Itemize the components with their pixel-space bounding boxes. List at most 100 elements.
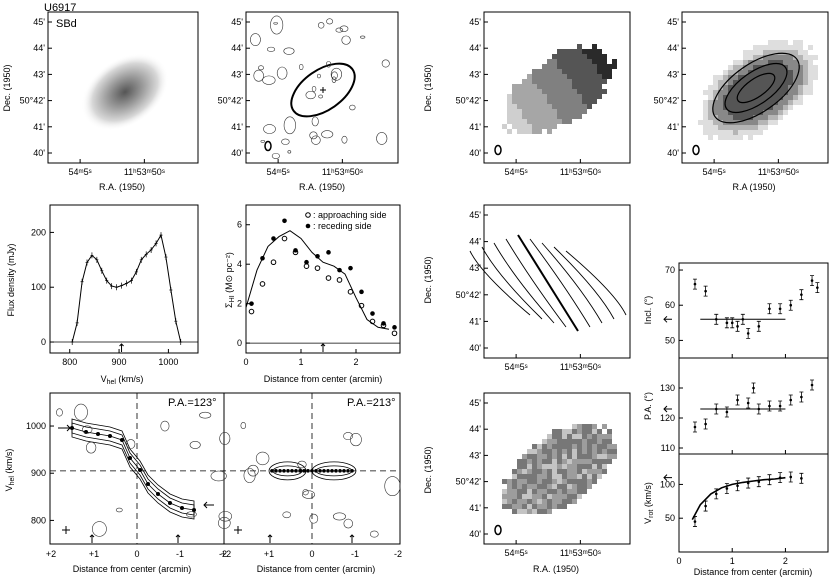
map-pixel — [552, 104, 557, 109]
noise-contour — [381, 59, 390, 68]
map-pixel — [733, 65, 738, 70]
map-pixel — [587, 424, 592, 429]
map-pixel — [808, 70, 813, 75]
map-pixel — [542, 454, 547, 459]
map-pixel — [572, 469, 577, 474]
map-pixel — [753, 125, 758, 130]
ra-ticks: 54ᵐ5ˢ 11ʰ53ᵐ50ˢ — [703, 159, 799, 177]
map-pixel — [733, 70, 738, 75]
map-pixel — [537, 454, 542, 459]
map-pixel — [763, 50, 768, 55]
map-pixel — [718, 120, 723, 125]
map-pixel — [592, 474, 597, 479]
y-tick-label: 100 — [31, 282, 46, 292]
map-pixel — [738, 135, 743, 140]
noise-contour — [270, 15, 284, 35]
ra-axis-label: R.A (1950) — [732, 182, 775, 192]
pv-ridge-point — [334, 469, 338, 473]
map-pixel — [542, 99, 547, 104]
map-pixel — [743, 80, 748, 85]
noise-contour — [326, 61, 332, 68]
pv-noise-contour — [302, 489, 309, 496]
map-pixel — [572, 59, 577, 64]
map-pixel — [607, 449, 612, 454]
map-pixel — [597, 444, 602, 449]
map-pixel — [557, 504, 562, 509]
noise-contour — [326, 18, 334, 25]
map-pixel — [597, 79, 602, 84]
map-pixel — [562, 64, 567, 69]
pv-noise-contour — [343, 432, 354, 441]
map-pixel — [567, 489, 572, 494]
map-pixel — [527, 109, 532, 114]
data-point-center — [778, 404, 782, 408]
map-pixel — [592, 89, 597, 94]
map-pixel — [542, 109, 547, 114]
map-pixel — [758, 105, 763, 110]
legend-receding: : receding side — [313, 221, 372, 231]
map-pixel — [582, 64, 587, 69]
map-pixel — [607, 74, 612, 79]
map-pixel — [542, 64, 547, 69]
map-pixel — [587, 439, 592, 444]
map-pixel — [778, 115, 783, 120]
surface-density-axes: 0 2 4 6 0 1 2 — [237, 220, 400, 367]
map-pixel — [788, 80, 793, 85]
map-pixel — [582, 94, 587, 99]
map-pixel — [778, 50, 783, 55]
resolution-cross — [62, 526, 70, 534]
pv-noise-contour — [302, 490, 315, 499]
resolution-cross — [234, 526, 242, 534]
map-pixel — [577, 439, 582, 444]
map-pixel — [532, 94, 537, 99]
map-pixel — [522, 114, 527, 119]
hi-contour — [712, 52, 800, 124]
ra-ticks: 54ᵐ5ˢ 11ʰ53ᵐ50ˢ — [267, 159, 363, 177]
map-pixel — [567, 494, 572, 499]
map-pixel — [783, 70, 788, 75]
map-pixel — [532, 114, 537, 119]
data-point-center — [810, 383, 814, 387]
v-tick-label: 800 — [31, 515, 46, 525]
map-pixel — [567, 454, 572, 459]
map-pixel — [552, 89, 557, 94]
pv-noise-contour — [81, 425, 93, 434]
map-pixel — [542, 499, 547, 504]
map-pixel — [562, 54, 567, 59]
map-pixel — [527, 124, 532, 129]
map-pixel — [718, 110, 723, 115]
isovelocity-contours — [469, 234, 627, 332]
noise-contour — [317, 73, 321, 79]
dec-tick-label: 41' — [469, 122, 481, 132]
isovelocity-line — [541, 242, 603, 324]
pv-x-tick-label: -2 — [219, 549, 227, 559]
map-pixel — [547, 439, 552, 444]
map-pixel — [572, 89, 577, 94]
map-pixel — [552, 484, 557, 489]
map-pixel — [517, 504, 522, 509]
map-pixel — [542, 469, 547, 474]
map-pixel — [517, 494, 522, 499]
pv-rotation-point — [180, 506, 184, 510]
map-pixel — [602, 464, 607, 469]
pv-noise-contour — [74, 403, 88, 421]
map-pixel — [522, 129, 527, 134]
pv-ridge-point — [342, 469, 346, 473]
pa-axes: 110 120 130 — [660, 383, 786, 454]
map-pixel — [562, 489, 567, 494]
profile-axes: 0 100 200 800 900 1000 — [31, 227, 198, 367]
map-pixel — [557, 109, 562, 114]
map-pixel — [537, 444, 542, 449]
noise-contour — [283, 47, 295, 55]
map-pixel — [758, 110, 763, 115]
map-pixel — [788, 95, 793, 100]
dec-ticks: 45' 44' 43' 50°42' 41' 40' — [456, 398, 488, 539]
map-pixel — [753, 130, 758, 135]
map-pixel — [532, 119, 537, 124]
map-pixel — [577, 44, 582, 49]
hi-contour — [736, 72, 776, 104]
map-pixel — [577, 64, 582, 69]
map-pixel — [582, 429, 587, 434]
map-pixel — [557, 449, 562, 454]
map-pixel — [602, 79, 607, 84]
